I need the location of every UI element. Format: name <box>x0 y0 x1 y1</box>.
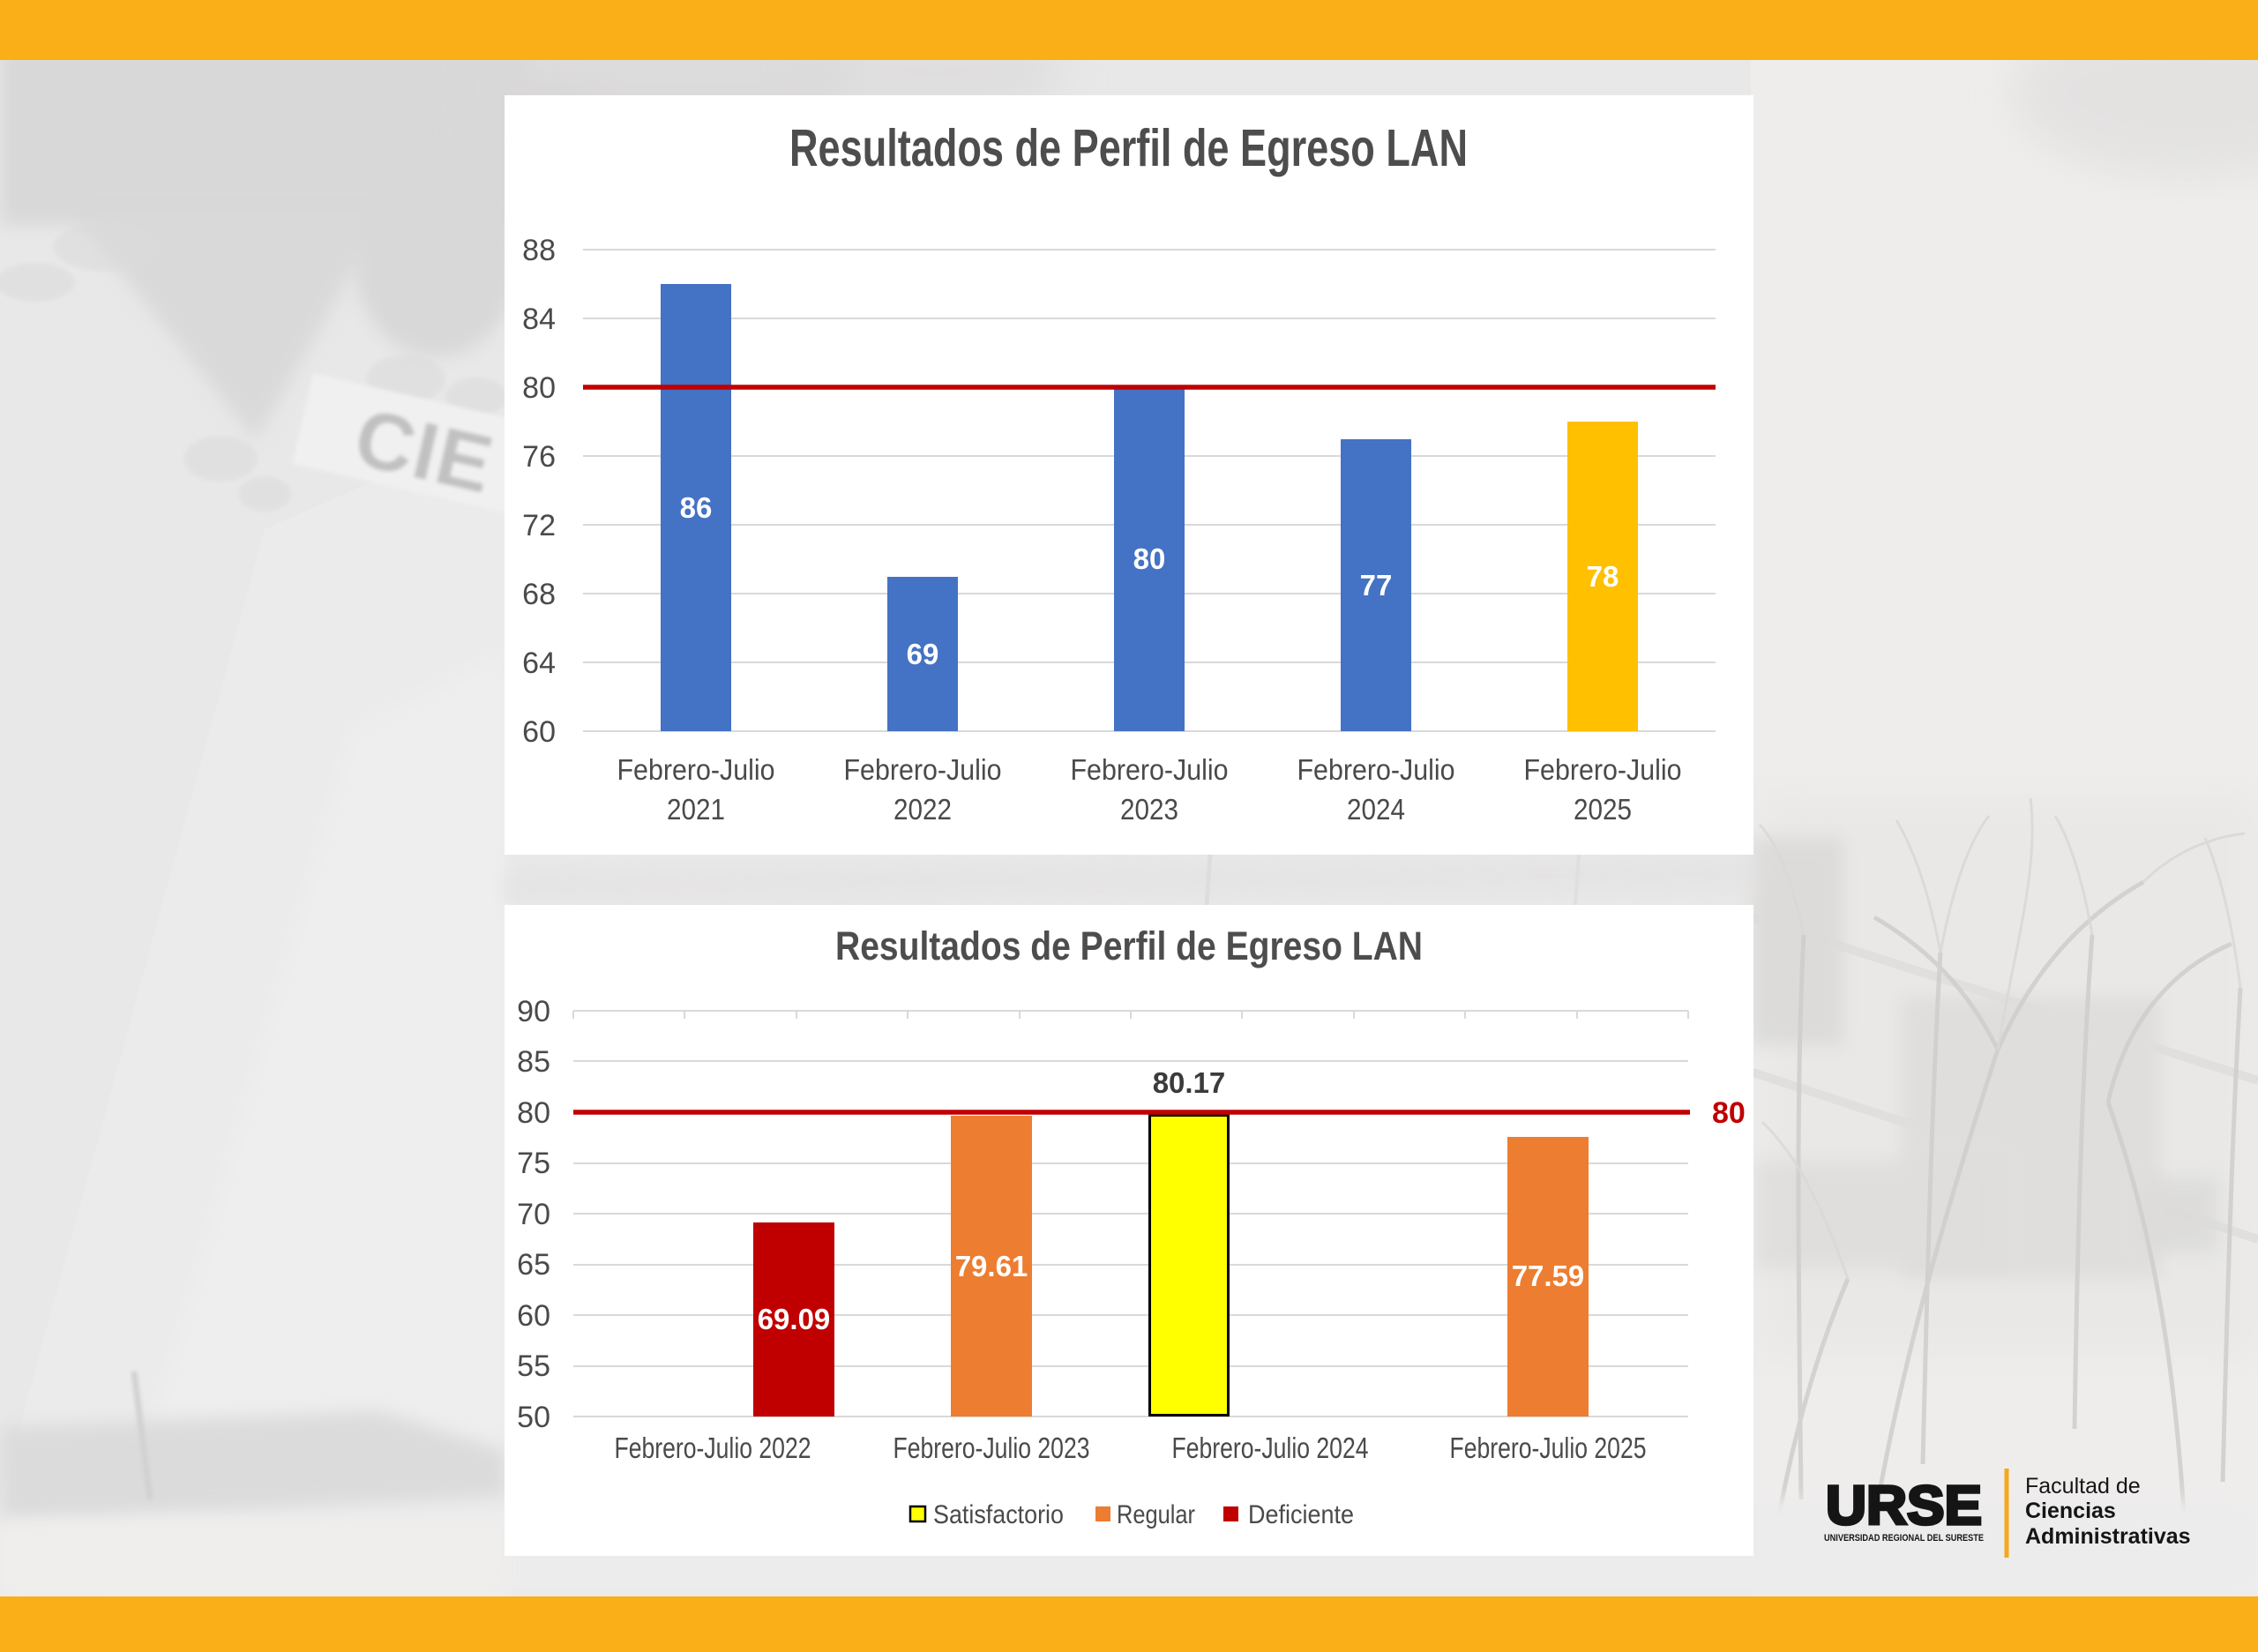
svg-text:84: 84 <box>522 303 556 336</box>
svg-text:2023: 2023 <box>1120 793 1178 826</box>
svg-text:Febrero-Julio 2025: Febrero-Julio 2025 <box>1450 1431 1647 1464</box>
svg-text:88: 88 <box>522 234 556 267</box>
svg-text:79.61: 79.61 <box>955 1250 1028 1282</box>
svg-text:72: 72 <box>522 509 556 542</box>
svg-text:80.17: 80.17 <box>1153 1066 1226 1099</box>
svg-text:Febrero-Julio: Febrero-Julio <box>617 753 775 786</box>
svg-text:80: 80 <box>522 371 556 405</box>
svg-text:Febrero-Julio: Febrero-Julio <box>844 753 1002 786</box>
svg-text:Febrero-Julio 2024: Febrero-Julio 2024 <box>1172 1431 1369 1464</box>
svg-text:60: 60 <box>522 715 556 749</box>
svg-text:85: 85 <box>517 1045 550 1079</box>
svg-text:Febrero-Julio 2023: Febrero-Julio 2023 <box>893 1431 1090 1464</box>
svg-text:Deficiente: Deficiente <box>1248 1500 1354 1529</box>
svg-text:Satisfactorio: Satisfactorio <box>933 1500 1064 1529</box>
svg-text:78: 78 <box>1587 560 1619 593</box>
svg-text:Febrero-Julio: Febrero-Julio <box>1524 753 1682 786</box>
svg-text:Resultados de Perfil de Egreso: Resultados de Perfil de Egreso LAN <box>789 119 1468 177</box>
svg-text:80: 80 <box>1133 542 1166 575</box>
svg-text:2024: 2024 <box>1347 793 1405 826</box>
svg-text:68: 68 <box>522 578 556 611</box>
svg-text:URSE: URSE <box>1826 1476 1982 1536</box>
svg-text:69: 69 <box>907 638 939 670</box>
svg-text:65: 65 <box>517 1248 550 1282</box>
svg-text:Administrativas: Administrativas <box>2025 1524 2191 1549</box>
svg-text:69.09: 69.09 <box>758 1303 831 1335</box>
svg-text:50: 50 <box>517 1401 550 1434</box>
svg-text:Regular: Regular <box>1117 1500 1195 1529</box>
svg-text:64: 64 <box>522 647 556 680</box>
svg-text:76: 76 <box>522 440 556 474</box>
svg-text:70: 70 <box>517 1198 550 1231</box>
svg-text:Febrero-Julio: Febrero-Julio <box>1297 753 1455 786</box>
svg-text:Facultad de: Facultad de <box>2025 1474 2141 1499</box>
svg-text:Ciencias: Ciencias <box>2025 1499 2116 1523</box>
svg-text:UNIVERSIDAD REGIONAL DEL SURES: UNIVERSIDAD REGIONAL DEL SURESTE <box>1824 1533 1984 1544</box>
svg-text:Febrero-Julio: Febrero-Julio <box>1071 753 1229 786</box>
svg-text:77: 77 <box>1360 569 1393 602</box>
svg-text:80: 80 <box>1712 1096 1746 1130</box>
svg-text:86: 86 <box>680 491 713 524</box>
svg-text:Resultados de Perfil de Egreso: Resultados de Perfil de Egreso LAN <box>835 923 1423 968</box>
svg-text:2022: 2022 <box>893 793 952 826</box>
svg-text:2025: 2025 <box>1574 793 1632 826</box>
svg-text:2021: 2021 <box>667 793 725 826</box>
svg-text:60: 60 <box>517 1299 550 1333</box>
svg-text:75: 75 <box>517 1147 550 1180</box>
svg-text:77.59: 77.59 <box>1512 1260 1585 1292</box>
svg-text:55: 55 <box>517 1349 550 1383</box>
svg-text:80: 80 <box>517 1096 550 1130</box>
svg-text:90: 90 <box>517 995 550 1028</box>
svg-text:Febrero-Julio 2022: Febrero-Julio 2022 <box>615 1431 811 1464</box>
